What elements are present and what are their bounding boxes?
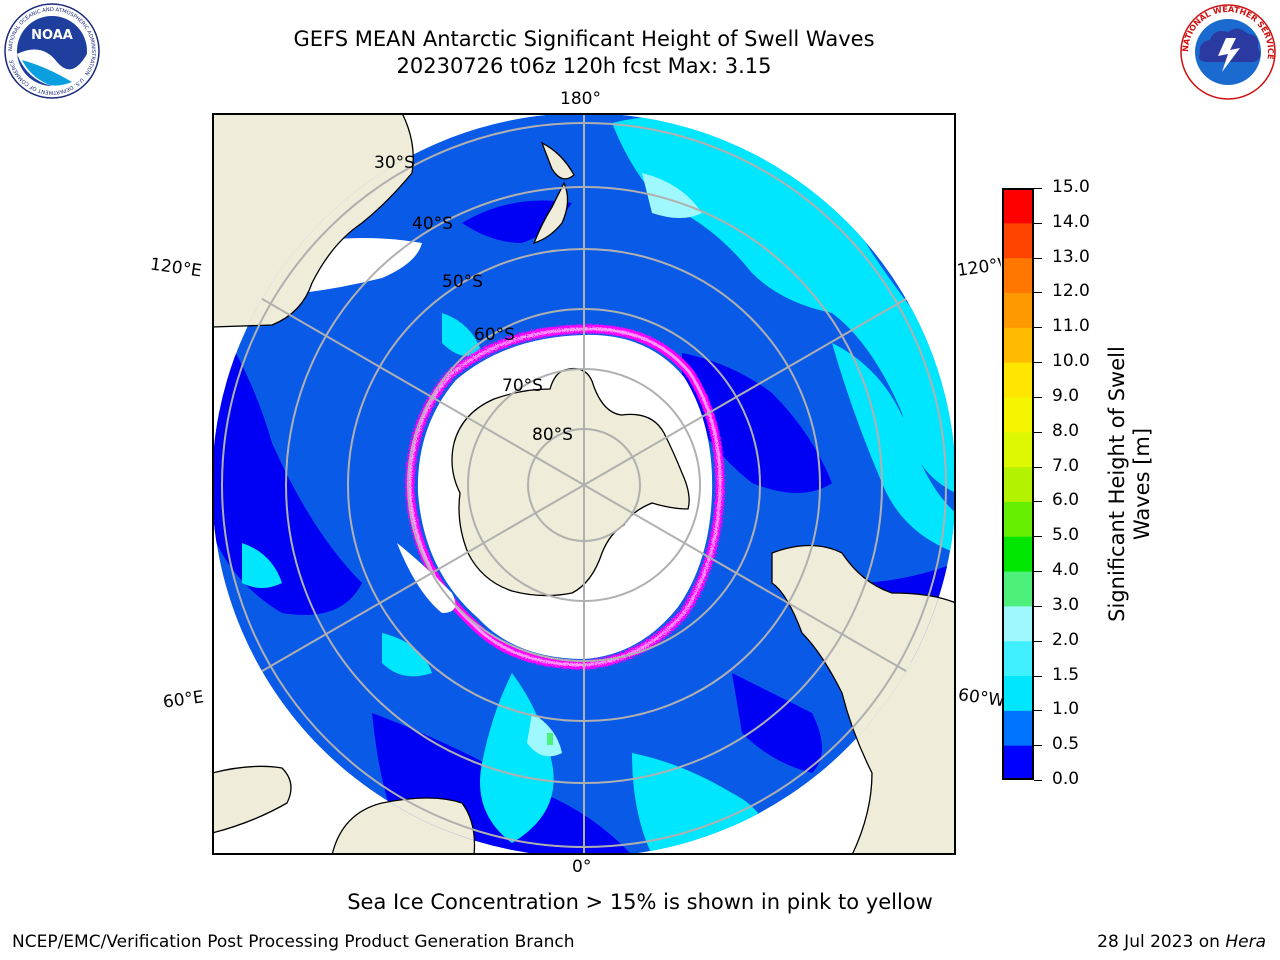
swell-elevated-areas <box>527 173 702 757</box>
colorbar-band <box>1002 222 1034 259</box>
colorbar-tick-label: 7.0 <box>1052 455 1080 476</box>
colorbar-tick-label: 1.0 <box>1052 699 1080 720</box>
colorbar-band <box>1002 327 1034 363</box>
map-title: GEFS MEAN Antarctic Significant Height o… <box>293 27 875 51</box>
colorbar-band <box>1002 362 1034 398</box>
antarctica-land <box>451 367 690 597</box>
colorbar-tick-mark <box>1034 640 1042 642</box>
colorbar-tick-mark <box>1034 327 1042 329</box>
colorbar-tick-label: 3.0 <box>1052 594 1080 615</box>
lat-label-70s: 70°S <box>502 376 543 396</box>
colorbar-band <box>1002 188 1034 224</box>
swell-height-map: 30°S 40°S 50°S 60°S 70°S 80°S <box>212 113 956 855</box>
colorbar-band <box>1002 466 1034 502</box>
colorbar-tick-mark <box>1034 605 1042 607</box>
lon-label-60w: 60°W <box>956 685 1004 711</box>
footer-date: 28 Jul 2023 on Hera <box>1097 932 1266 952</box>
colorbar <box>1002 188 1034 780</box>
colorbar-tick-label: 11.0 <box>1052 316 1090 337</box>
lon-label-0: 0° <box>572 857 592 877</box>
lon-label-120e: 120°E <box>148 254 203 282</box>
lon-label-180: 180° <box>560 89 601 109</box>
sea-ice-edge <box>405 324 725 670</box>
lat-label-80s: 80°S <box>532 425 573 445</box>
colorbar-tick-mark <box>1034 501 1042 503</box>
sea-ice-note: Sea Ice Concentration > 15% is shown in … <box>347 890 933 914</box>
svg-text:NOAA: NOAA <box>31 28 73 43</box>
colorbar-tick-mark <box>1034 466 1042 468</box>
colorbar-band <box>1002 501 1034 537</box>
lat-label-60s: 60°S <box>474 325 515 345</box>
colorbar-tick-label: 8.0 <box>1052 420 1080 441</box>
colorbar-tick-label: 2.0 <box>1052 629 1080 650</box>
map-subtitle: 20230726 t06z 120h fcst Max: 3.15 <box>396 54 772 78</box>
colorbar-band <box>1002 640 1034 677</box>
lon-label-60e: 60°E <box>161 687 206 713</box>
colorbar-tick-label: 12.0 <box>1052 281 1090 302</box>
colorbar-tick-mark <box>1034 292 1042 294</box>
colorbar-tick-label: 9.0 <box>1052 385 1080 406</box>
colorbar-tick-mark <box>1034 571 1042 573</box>
colorbar-tick-label: 5.0 <box>1052 525 1080 546</box>
colorbar-tick-label: 6.0 <box>1052 490 1080 511</box>
colorbar-tick-mark <box>1034 431 1042 433</box>
colorbar-tick-mark <box>1034 188 1042 189</box>
swell-peak-spot <box>547 733 553 745</box>
graticule <box>212 113 956 855</box>
map-frame <box>212 113 956 855</box>
colorbar-tick-label: 15.0 <box>1052 177 1090 197</box>
colorbar-band <box>1002 571 1034 607</box>
colorbar-tick-mark <box>1034 675 1042 677</box>
colorbar-band <box>1002 605 1034 642</box>
colorbar-tick-mark <box>1034 257 1042 259</box>
colorbar-band <box>1002 431 1034 468</box>
noaa-logo: NOAA NATIONAL OCEANIC AND ATMOSPHERIC AD… <box>4 3 100 99</box>
colorbar-tick-mark <box>1034 536 1042 538</box>
sea-ice-patch <box>397 543 456 613</box>
lat-label-30s: 30°S <box>374 153 415 173</box>
lon-label-120w: 120°W <box>955 255 1003 281</box>
colorbar-band <box>1002 710 1034 746</box>
colorbar-tick-label: 14.0 <box>1052 211 1090 232</box>
colorbar-band <box>1002 257 1034 293</box>
lat-label-40s: 40°S <box>412 214 453 234</box>
colorbar-tick-mark <box>1034 362 1042 364</box>
nws-logo: NATIONAL WEATHER SERVICE <box>1180 4 1276 100</box>
colorbar-band <box>1002 675 1034 711</box>
colorbar-tick-label: 13.0 <box>1052 246 1090 267</box>
colorbar-band <box>1002 745 1034 780</box>
colorbar-band <box>1002 396 1034 433</box>
colorbar-tick-mark <box>1034 396 1042 398</box>
colorbar-band <box>1002 292 1034 328</box>
footer-credit: NCEP/EMC/Verification Post Processing Pr… <box>12 932 575 952</box>
colorbar-tick-mark <box>1034 745 1042 747</box>
colorbar-tick-mark <box>1034 780 1042 781</box>
colorbar-tick-label: 4.0 <box>1052 560 1080 581</box>
colorbar-tick-mark <box>1034 710 1042 712</box>
colorbar-tick-label: 1.5 <box>1052 664 1080 685</box>
colorbar-title: Significant Height of Swell Waves [m] <box>1105 346 1154 622</box>
lat-label-50s: 50°S <box>442 272 483 292</box>
colorbar-tick-mark <box>1034 222 1042 224</box>
colorbar-tick-label: 0.5 <box>1052 734 1080 755</box>
colorbar-tick-label: 10.0 <box>1052 351 1090 372</box>
colorbar-band <box>1002 536 1034 572</box>
footer-host: Hera <box>1225 932 1266 952</box>
colorbar-tick-label: 0.0 <box>1052 769 1080 789</box>
